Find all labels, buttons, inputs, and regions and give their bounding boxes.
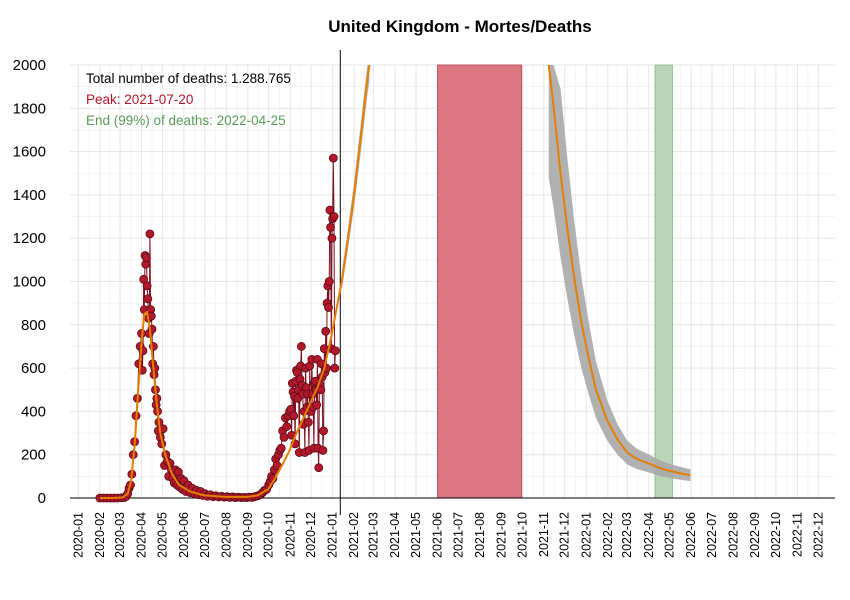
x-tick-label: 2020-06 <box>177 512 191 558</box>
observed-point <box>296 342 306 351</box>
x-tick-label: 2020-10 <box>262 512 276 558</box>
x-tick-label: 2022-02 <box>601 512 615 558</box>
x-tick-label: 2021-11 <box>537 512 551 557</box>
x-tick-label: 2022-12 <box>811 512 825 558</box>
observed-point <box>328 153 338 163</box>
x-tick-label: 2021-04 <box>388 512 402 558</box>
x-tick-label: 2022-04 <box>642 512 656 558</box>
x-tick-label: 2021-03 <box>367 512 381 558</box>
observed-point <box>143 294 153 304</box>
y-tick-label: 600 <box>21 360 46 377</box>
x-tick-label: 2021-06 <box>431 512 445 558</box>
x-tick-label: 2021-09 <box>494 512 508 558</box>
observed-point <box>327 233 337 243</box>
annotation-peak: Peak: 2021-07-20 <box>86 92 193 107</box>
observed-point <box>329 212 339 221</box>
fitted-line <box>99 64 371 499</box>
observed-point <box>326 222 335 232</box>
x-tick-label: 2021-12 <box>558 512 572 558</box>
observed-point <box>150 363 160 373</box>
observed-point <box>324 277 334 286</box>
observed-point <box>331 346 340 356</box>
observed-point <box>142 253 151 263</box>
observed-point <box>319 426 329 436</box>
x-tick-label: 2021-07 <box>451 512 465 558</box>
x-tick-label: 2020-05 <box>155 512 169 558</box>
x-tick-label: 2022-07 <box>705 512 719 558</box>
x-tick-label: 2022-01 <box>579 512 593 558</box>
observed-point <box>325 205 335 215</box>
peak-band <box>437 64 523 499</box>
y-tick-label: 200 <box>21 447 46 464</box>
y-tick-label: 1000 <box>13 274 46 291</box>
y-tick-label: 1200 <box>13 230 46 247</box>
observed-point <box>282 422 292 431</box>
observed-point <box>324 303 333 312</box>
annotation-total-deaths: Total number of deaths: 1.288.765 <box>86 71 291 86</box>
x-tick-label: 2020-01 <box>71 512 85 558</box>
y-tick-label: 1600 <box>13 144 46 161</box>
fitted-line <box>547 64 691 477</box>
y-tick-label: 1800 <box>13 100 46 117</box>
x-axis-tick-labels: 2020-01 2020-02 2020-03 2020-04 2020-05 2020-… <box>71 512 825 558</box>
chart-title: United Kingdom - Mortes/Deaths <box>328 17 592 36</box>
observed-point <box>318 445 328 455</box>
annotation-end: End (99%) of deaths: 2022-04-25 <box>86 113 286 128</box>
x-tick-label: 2020-04 <box>135 512 149 558</box>
x-tick-label: 2022-05 <box>663 512 677 558</box>
observed-point <box>321 326 331 336</box>
x-tick-label: 2020-12 <box>304 512 318 558</box>
x-tick-label: 2021-02 <box>347 512 361 558</box>
observed-deaths-series <box>95 153 340 503</box>
y-tick-label: 0 <box>38 490 46 507</box>
observed-point <box>142 281 152 291</box>
x-tick-label: 2020-08 <box>219 512 233 558</box>
x-tick-label: 2020-11 <box>283 512 297 557</box>
y-tick-label: 1400 <box>13 187 46 204</box>
x-tick-label: 2022-03 <box>620 512 634 558</box>
x-tick-label: 2022-11 <box>790 512 804 557</box>
x-tick-label: 2022-09 <box>748 512 762 558</box>
end-band <box>654 64 673 499</box>
observed-point <box>314 463 324 473</box>
x-tick-label: 2021-05 <box>409 512 423 558</box>
y-axis-tick-labels: 0 200 400 600 800 1000 1200 1400 1600 1800 2000 <box>13 57 46 507</box>
prediction-interval-band <box>548 65 691 482</box>
observed-point <box>303 417 313 427</box>
x-tick-label: 2020-03 <box>113 512 127 558</box>
observed-point <box>312 400 322 410</box>
x-tick-label: 2020-02 <box>93 512 107 558</box>
x-tick-label: 2021-10 <box>515 512 529 558</box>
x-tick-label: 2022-10 <box>769 512 783 558</box>
observed-point <box>279 432 289 442</box>
observed-point <box>145 229 155 239</box>
y-tick-label: 400 <box>21 403 46 420</box>
fitted-curve-series <box>99 64 691 499</box>
y-tick-label: 2000 <box>13 57 46 74</box>
highlight-bands <box>437 64 673 499</box>
observed-point <box>276 443 286 453</box>
x-tick-label: 2021-01 <box>326 512 340 558</box>
x-tick-label: 2022-08 <box>727 512 741 558</box>
x-tick-label: 2022-06 <box>684 512 698 558</box>
observed-point <box>330 363 340 373</box>
y-tick-label: 800 <box>21 317 46 334</box>
observed-point <box>289 411 299 421</box>
x-tick-label: 2021-08 <box>473 512 487 558</box>
x-tick-label: 2020-07 <box>198 512 212 558</box>
x-tick-label: 2020-09 <box>241 512 255 558</box>
